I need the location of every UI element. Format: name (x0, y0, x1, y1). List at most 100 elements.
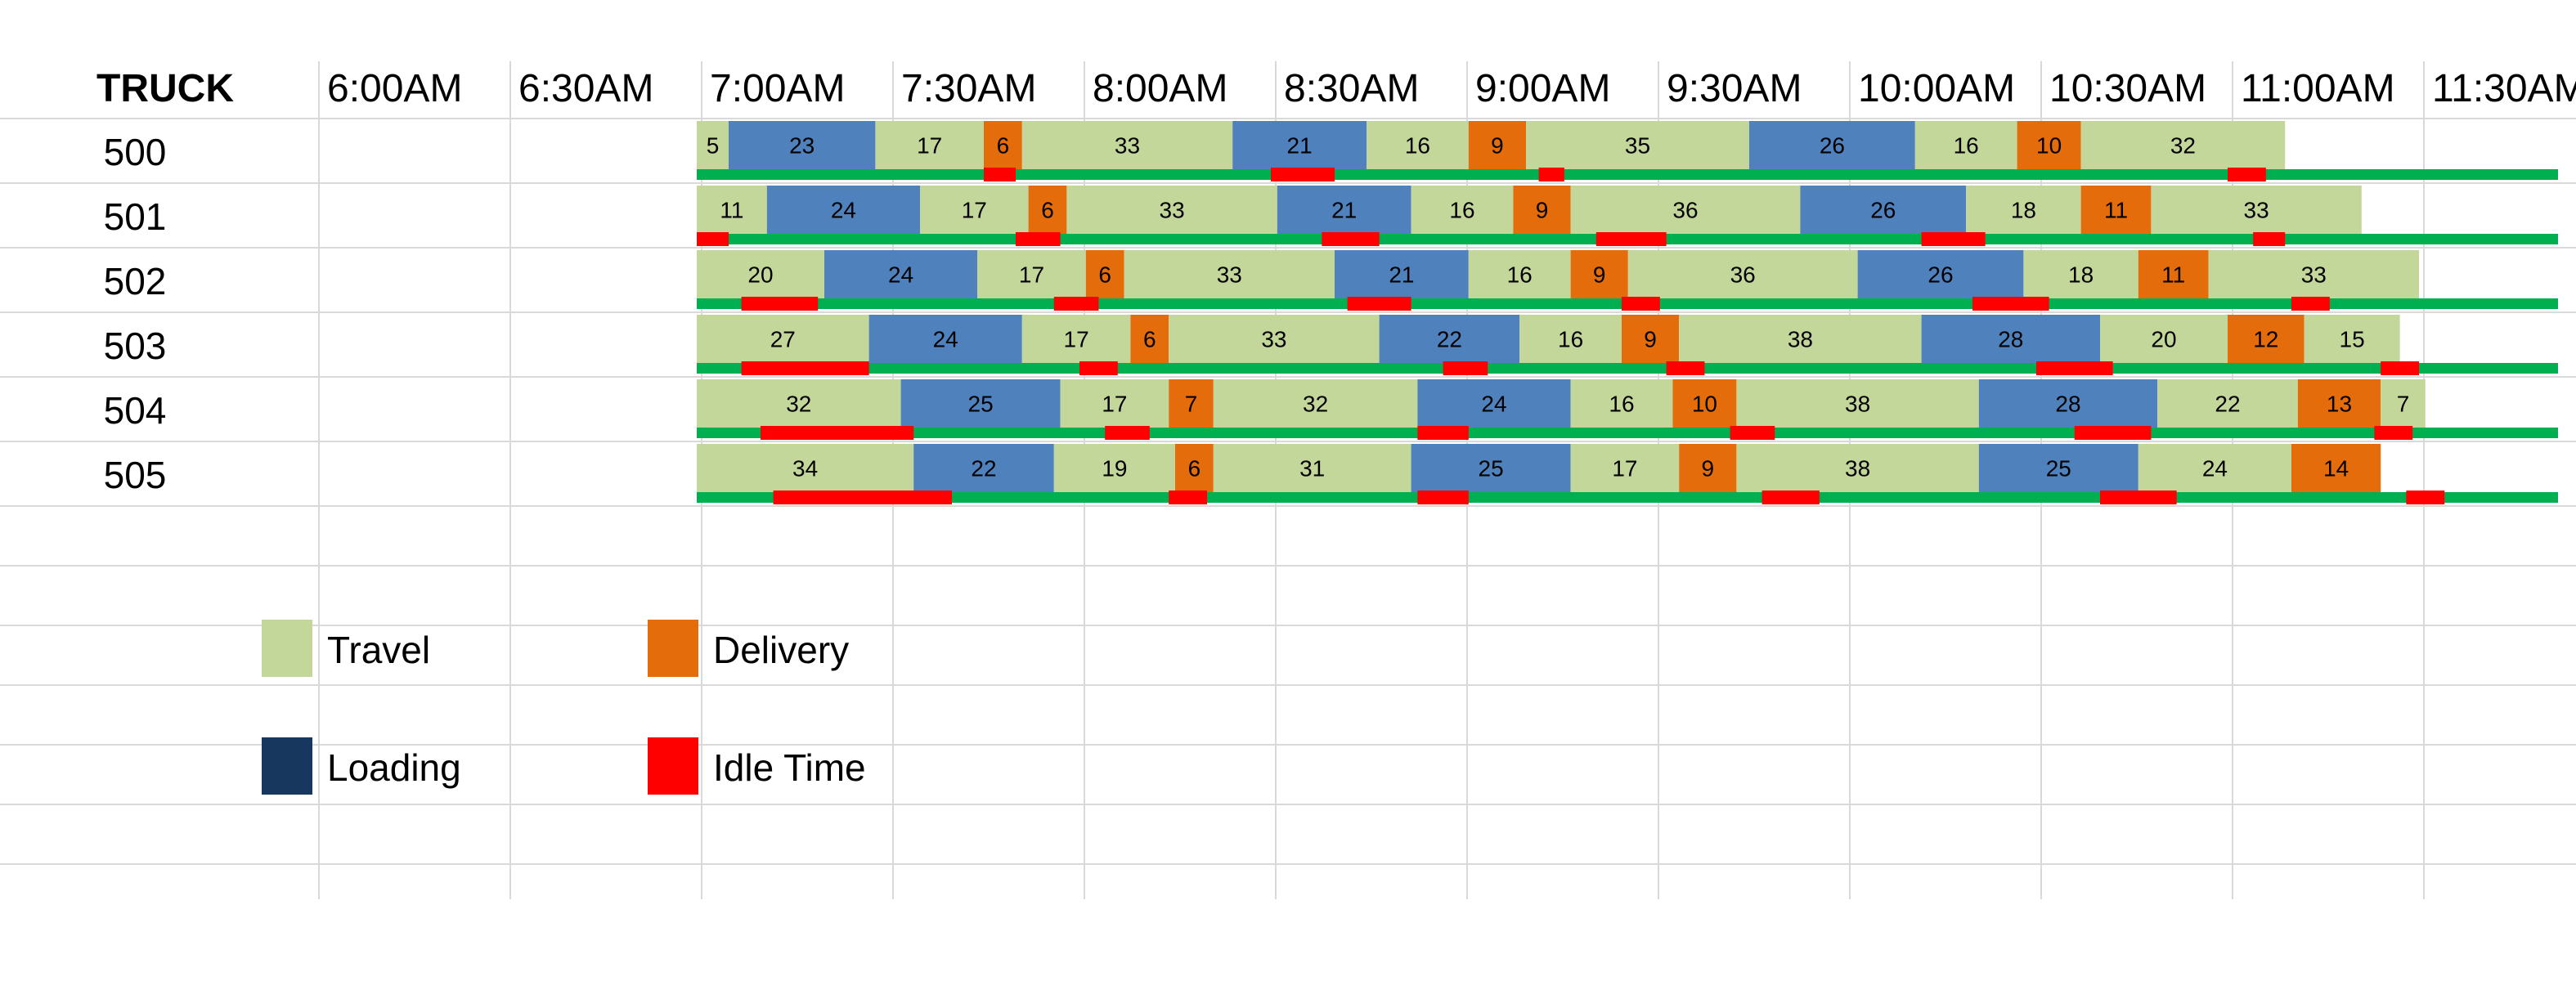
segment-travel (1966, 186, 2081, 234)
idle-time-marker (1169, 490, 1207, 504)
segment-duration-label: 34 (792, 456, 818, 482)
segment-duration-label: 12 (2253, 327, 2278, 352)
segment-duration-label: 24 (933, 327, 958, 352)
idle-time-marker (1347, 297, 1411, 311)
segment-duration-label: 5 (707, 133, 720, 159)
segment-duration-label: 26 (1870, 198, 1896, 223)
segment-duration-label: 9 (1644, 327, 1657, 352)
segment-duration-label: 22 (2215, 392, 2240, 417)
truck-label: 504 (103, 389, 167, 432)
segment-duration-label: 36 (1672, 198, 1698, 223)
segment-duration-label: 24 (888, 262, 913, 288)
segment-travel (1066, 186, 1277, 234)
segment-travel (2023, 250, 2138, 298)
idle-time-marker (773, 490, 952, 504)
segment-travel (2080, 121, 2286, 169)
idle-time-marker (2291, 297, 2330, 311)
segment-duration-label: 6 (1143, 327, 1156, 352)
segment-duration-label: 17 (1612, 456, 1637, 482)
segment-duration-label: 18 (2011, 198, 2036, 223)
segment-duration-label: 9 (1536, 198, 1549, 223)
time-header: 8:30AM (1284, 67, 1420, 110)
segment-travel (1124, 250, 1335, 298)
segment-delivery (984, 121, 1022, 169)
segment-duration-label: 14 (2323, 456, 2349, 482)
baseline-bar (697, 492, 2558, 503)
segment-travel (1914, 121, 2017, 169)
segment-delivery (1175, 444, 1214, 492)
segment-travel (2208, 250, 2419, 298)
time-header: 9:30AM (1667, 67, 1802, 110)
idle-time-marker (2374, 426, 2413, 440)
segment-duration-label: 16 (1558, 327, 1583, 352)
segment-duration-label: 16 (1609, 392, 1634, 417)
idle-time-marker (1761, 490, 1820, 504)
idle-time-marker (741, 297, 819, 311)
segment-loading (1749, 121, 1915, 169)
segment-duration-label: 15 (2340, 327, 2365, 352)
truck-label: 505 (103, 454, 167, 496)
idle-time-marker (1079, 361, 1118, 375)
segment-travel (697, 315, 869, 363)
segment-duration-label: 22 (1437, 327, 1462, 352)
segment-travel (1213, 379, 1418, 428)
segment-delivery (1513, 186, 1571, 234)
truck-label: 502 (103, 260, 167, 302)
truck-label: 503 (103, 325, 167, 367)
segment-duration-label: 16 (1405, 133, 1430, 159)
segment-travel (1570, 186, 1801, 234)
segment-duration-label: 32 (1303, 392, 1328, 417)
segment-duration-label: 33 (1115, 133, 1140, 159)
truck-label: 501 (103, 195, 167, 238)
segment-duration-label: 35 (1625, 133, 1650, 159)
segment-delivery (1570, 250, 1628, 298)
segment-travel (697, 444, 914, 492)
segment-duration-label: 21 (1389, 262, 1414, 288)
idle-time-marker (761, 426, 914, 440)
segment-delivery (2297, 379, 2381, 428)
segment-travel (1060, 379, 1169, 428)
baseline-bar (697, 428, 2558, 438)
segment-travel (697, 379, 901, 428)
segment-duration-label: 28 (2055, 392, 2080, 417)
segment-duration-label: 33 (2301, 262, 2327, 288)
segment-duration-label: 38 (1845, 392, 1870, 417)
idle-time-marker (1921, 232, 1986, 246)
segment-duration-label: 18 (2068, 262, 2094, 288)
segment-travel (2157, 379, 2298, 428)
segment-travel (2304, 315, 2400, 363)
legend-swatch-delivery (648, 620, 698, 677)
segment-duration-label: 33 (1261, 327, 1286, 352)
segment-loading (868, 315, 1022, 363)
segment-duration-label: 9 (1593, 262, 1606, 288)
segment-duration-label: 10 (2036, 133, 2062, 159)
segment-delivery (2138, 250, 2209, 298)
idle-time-marker (2228, 168, 2266, 181)
segment-duration-label: 27 (770, 327, 796, 352)
segment-duration-label: 22 (971, 456, 996, 482)
time-header: 8:00AM (1093, 67, 1228, 110)
idle-time-marker (2036, 361, 2113, 375)
segment-travel (1468, 250, 1571, 298)
idle-time-marker (2100, 490, 2177, 504)
segment-duration-label: 25 (1479, 456, 1504, 482)
segment-delivery (2291, 444, 2381, 492)
idle-time-marker (1016, 232, 1061, 246)
segment-duration-label: 33 (1217, 262, 1242, 288)
truck-row-bars: 27 24 17 6 33 22 16 9 38 28 20 12 15 (697, 315, 2558, 375)
segment-duration-label: 10 (1692, 392, 1717, 417)
idle-time-marker (2253, 232, 2286, 246)
segment-duration-label: 25 (2046, 456, 2071, 482)
segment-duration-label: 36 (1730, 262, 1756, 288)
segment-travel (2100, 315, 2228, 363)
segment-duration-label: 28 (1998, 327, 2023, 352)
segment-duration-label: 6 (997, 133, 1010, 159)
segment-duration-label: 24 (831, 198, 856, 223)
idle-time-marker (2381, 361, 2419, 375)
segment-duration-label: 17 (1064, 327, 1089, 352)
segment-duration-label: 11 (2161, 262, 2185, 288)
idle-time-marker (1730, 426, 1775, 440)
segment-duration-label: 7 (2397, 392, 2410, 417)
segment-loading (1277, 186, 1411, 234)
